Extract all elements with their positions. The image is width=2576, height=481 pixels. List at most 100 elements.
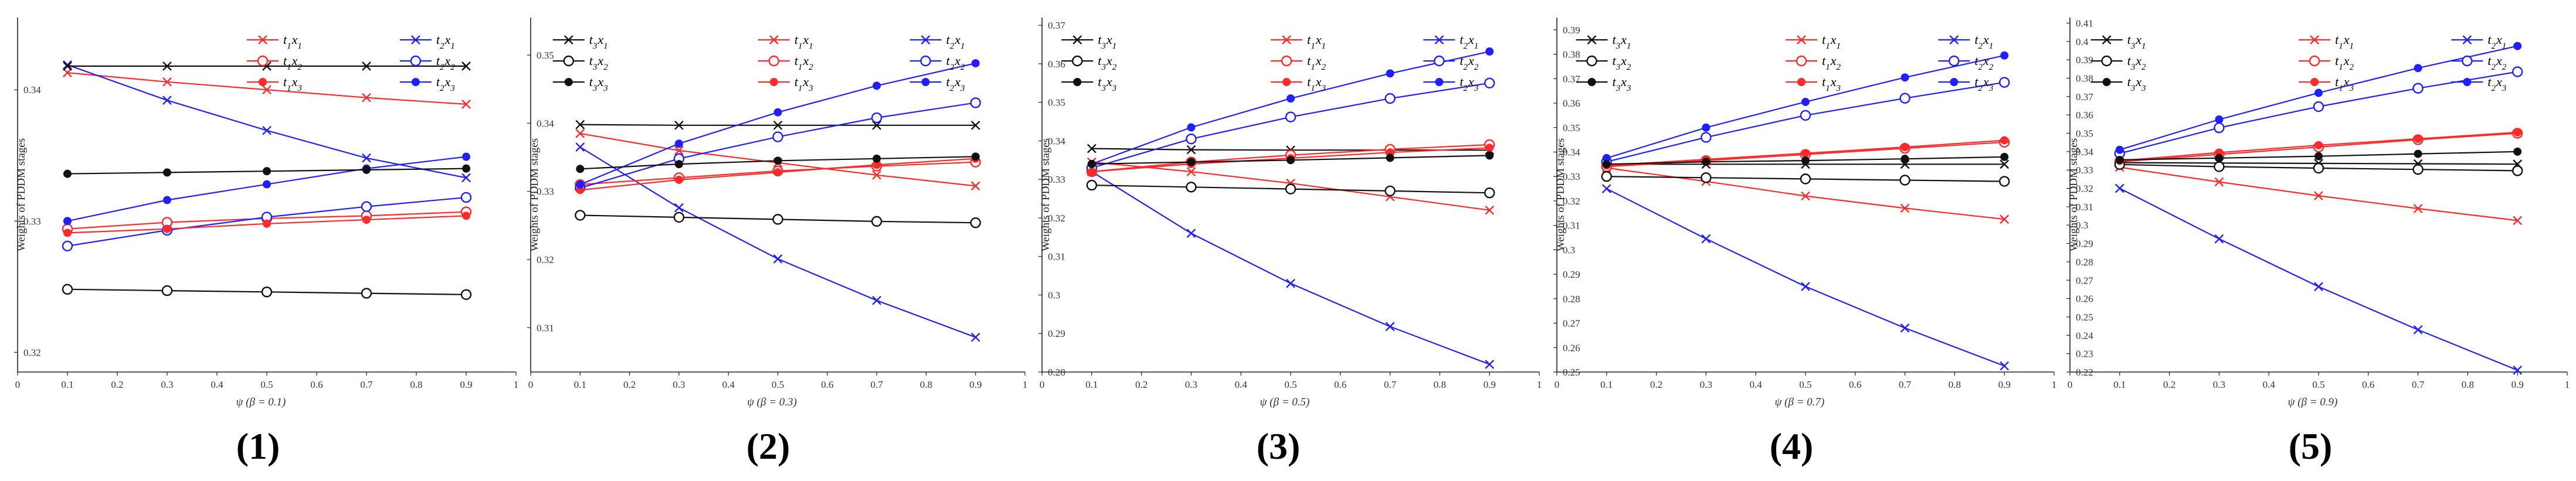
data-point-t3x3 — [2115, 155, 2124, 164]
legend-marker-t3x1 — [564, 35, 573, 45]
y-tick-label: 0.24 — [2076, 330, 2093, 341]
data-point-t3x1 — [1186, 145, 1196, 155]
legend-marker-t1x1 — [1797, 35, 1806, 45]
data-point-t1x3 — [263, 219, 271, 228]
data-point-t1x3 — [1900, 143, 1909, 152]
legend-marker-t3x3 — [564, 78, 573, 86]
x-tick-label: 0.2 — [1135, 379, 1148, 390]
data-point-t1x1 — [63, 68, 72, 77]
data-point-t3x1 — [575, 120, 585, 129]
data-point-t2x3 — [2215, 115, 2224, 124]
legend-marker-t2x3 — [1950, 78, 1959, 86]
data-point-t1x3 — [1087, 168, 1096, 176]
chart-panel-5: 0 0.1 0.2 0.3 0.4 0.5 0.6 0.7 0.8 0.9 1 0.22 0.23 0.2… — [2066, 18, 2570, 408]
legend-marker-t1x3 — [259, 78, 267, 86]
y-tick-label: 0.32 — [1563, 196, 1580, 207]
data-point-t2x1 — [1900, 323, 1910, 333]
legend-marker-t1x1 — [769, 35, 779, 45]
legend-marker-t2x2 — [2462, 55, 2473, 67]
series-t3x2 — [575, 210, 981, 228]
y-axis-label: Weights of PDDM stages — [2068, 138, 2080, 251]
data-point-t1x1 — [1186, 167, 1196, 176]
x-tick-label: 0 — [528, 379, 534, 390]
data-point-t3x2 — [2313, 162, 2324, 174]
data-point-t1x3 — [462, 211, 470, 220]
y-tick-label: 0.34 — [23, 84, 41, 95]
data-point-t2x1 — [2214, 234, 2224, 244]
x-tick-label: 0.8 — [1434, 379, 1446, 390]
legend-marker-t1x2 — [1796, 55, 1807, 67]
legend-marker-t2x2 — [1949, 55, 1960, 67]
x-tick-label: 0.3 — [161, 379, 173, 390]
data-point-t1x1 — [362, 93, 371, 103]
x-tick-label: 0.4 — [1750, 379, 1763, 390]
legend-label-t1x3: t1x3 — [795, 74, 813, 93]
series-t3x2 — [1086, 179, 1495, 199]
y-tick-label: 0.36 — [2076, 110, 2093, 121]
y-tick-label: 0.25 — [2076, 312, 2093, 323]
data-point-t2x2 — [2313, 101, 2324, 112]
legend-label-t1x2: t1x2 — [283, 53, 302, 72]
y-tick-label: 0.33 — [2076, 165, 2093, 176]
y-tick-label: 0.33 — [23, 216, 41, 227]
legend-label-t2x3: t2x3 — [946, 74, 965, 93]
series-t1x1 — [63, 68, 471, 109]
x-tick-label: 0.8 — [920, 379, 932, 390]
data-point-t3x3 — [1602, 160, 1611, 169]
y-tick-label: 0.37 — [2076, 91, 2093, 103]
data-point-t2x3 — [263, 180, 271, 189]
data-point-t3x3 — [576, 165, 585, 173]
legend-label-t1x3: t1x3 — [2335, 74, 2354, 93]
legend-marker-t3x3 — [2102, 78, 2111, 86]
data-point-t2x1 — [1485, 359, 1495, 369]
x-tick-label: 0.1 — [2113, 379, 2126, 390]
series-line-t2x1 — [2119, 187, 2518, 371]
y-tick-label: 0.38 — [2076, 73, 2093, 84]
y-tick-label: 0.34 — [2076, 146, 2093, 158]
x-tick-label: 0.2 — [623, 379, 636, 390]
data-point-t2x2 — [361, 201, 372, 212]
data-point-t3x2 — [1998, 176, 2010, 187]
y-tick-label: 0.39 — [2076, 54, 2093, 66]
y-tick-label: 0.27 — [2076, 275, 2093, 286]
data-point-t2x3 — [1900, 73, 1909, 82]
data-point-t2x2 — [460, 192, 472, 203]
data-point-t2x1 — [970, 332, 980, 342]
data-point-t3x3 — [1485, 151, 1494, 160]
x-tick-label: 0.2 — [1650, 379, 1662, 390]
data-point-t2x1 — [773, 254, 783, 264]
data-point-t3x3 — [873, 154, 881, 163]
legend-marker-t3x1 — [2102, 35, 2112, 45]
data-point-t2x3 — [971, 59, 980, 67]
y-tick-label: 0.33 — [1563, 171, 1580, 182]
data-point-t3x3 — [2414, 149, 2422, 158]
series-line-t2x3 — [1606, 54, 2005, 159]
legend-marker-t2x1 — [411, 35, 420, 45]
data-point-t2x1 — [1801, 282, 1810, 291]
legend-marker-t2x3 — [1435, 78, 1444, 86]
legend-marker-t2x1 — [2462, 35, 2472, 45]
legend-marker-t1x3 — [1282, 78, 1291, 86]
y-tick-label: 0.41 — [2076, 18, 2093, 29]
y-tick-label: 0.29 — [1563, 269, 1580, 280]
y-axis-label: Weights of PDDM stages — [1040, 138, 1052, 251]
data-point-t1x1 — [970, 181, 980, 191]
y-tick-label: 0.36 — [1563, 98, 1580, 109]
data-point-t2x3 — [1485, 47, 1494, 56]
panel-label-4: (4) — [1769, 425, 1814, 467]
data-point-t1x1 — [1485, 205, 1495, 215]
data-point-t2x3 — [576, 180, 585, 189]
y-tick-label: 0.27 — [1563, 318, 1580, 329]
y-tick-label: 0.29 — [2076, 238, 2093, 250]
x-tick-label: 0.7 — [1899, 379, 1912, 390]
data-point-t1x1 — [461, 100, 471, 109]
legend-marker-t1x2 — [768, 55, 779, 67]
x-tick-label: 0.9 — [969, 379, 982, 390]
data-point-t2x2 — [970, 97, 981, 108]
data-point-t3x3 — [1702, 158, 1710, 166]
data-point-t2x3 — [1801, 97, 1810, 106]
series-t3x3 — [1087, 151, 1494, 168]
data-point-t1x3 — [2414, 134, 2422, 143]
